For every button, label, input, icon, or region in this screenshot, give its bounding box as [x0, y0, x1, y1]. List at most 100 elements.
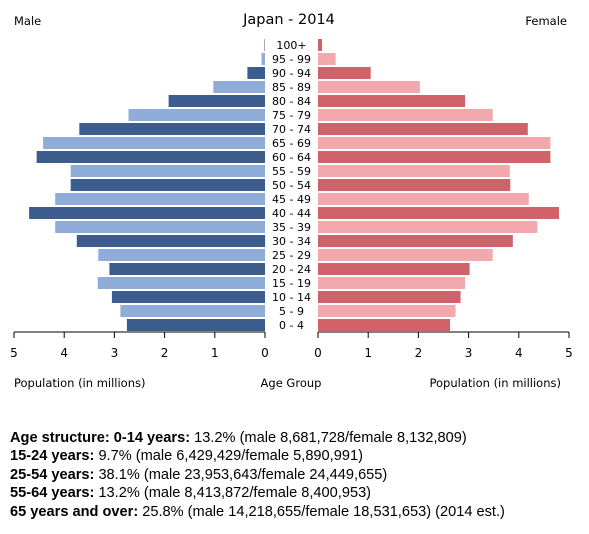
- female-bar: [318, 193, 529, 205]
- female-bar: [318, 235, 513, 247]
- stats-line: 65 years and over: 25.8% (male 14,218,65…: [10, 503, 505, 521]
- male-bar: [126, 319, 266, 331]
- stats-label: 25-54 years:: [10, 466, 95, 483]
- age-group-label: 45 - 49: [272, 193, 311, 206]
- age-group-label: 20 - 24: [272, 263, 311, 276]
- age-group-label: 15 - 19: [272, 277, 311, 290]
- x-tick-label: 3: [111, 346, 119, 360]
- age-group-label: 50 - 54: [272, 179, 311, 192]
- age-group-label: 10 - 14: [272, 291, 311, 304]
- female-bar: [318, 81, 420, 93]
- age-group-label: 0 - 4: [279, 319, 304, 332]
- female-bar: [318, 179, 511, 191]
- stats-value: 25.8% (male 14,218,655/female 18,531,653…: [138, 503, 505, 520]
- x-tick-label: 2: [161, 346, 169, 360]
- male-bar: [111, 291, 266, 303]
- male-bar: [43, 137, 265, 149]
- age-group-label: 75 - 79: [272, 109, 311, 122]
- male-bar: [55, 193, 266, 205]
- x-axis-ticks: 5 4 3 2 1 0 0 1 2 3 4 5: [10, 332, 573, 360]
- x-tick-label: 4: [515, 346, 523, 360]
- stats-value: 13.2% (male 8,681,728/female 8,132,809): [190, 430, 467, 446]
- female-bar: [318, 53, 336, 65]
- x-tick-label: 5: [565, 346, 573, 360]
- male-bars: [29, 39, 266, 331]
- x-tick-label: 0: [261, 346, 269, 360]
- male-side-label: Male: [14, 14, 41, 28]
- age-group-label: 65 - 69: [272, 137, 311, 150]
- stats-line: 55-64 years: 13.2% (male 8,413,872/femal…: [10, 484, 505, 502]
- age-group-label: 60 - 64: [272, 151, 311, 164]
- stats-value: 9.7% (male 6,429,429/female 5,890,991): [94, 448, 363, 465]
- female-x-axis-label: Population (in millions): [430, 376, 562, 390]
- age-group-label: 30 - 34: [272, 235, 311, 248]
- male-bar: [98, 249, 265, 261]
- age-group-label: 100+: [276, 39, 306, 52]
- male-bar: [79, 123, 265, 135]
- age-group-label: 95 - 99: [272, 53, 311, 66]
- female-bar: [318, 263, 470, 275]
- female-bars: [318, 39, 559, 331]
- age-group-label: 80 - 84: [272, 95, 311, 108]
- female-bar: [318, 165, 510, 177]
- stats-label: 55-64 years:: [10, 485, 95, 502]
- female-bar: [318, 207, 559, 219]
- x-tick-label: 4: [60, 346, 68, 360]
- male-bar: [247, 67, 265, 79]
- female-bar: [318, 277, 466, 289]
- x-tick-label: 0: [314, 346, 322, 360]
- age-group-label: 85 - 89: [272, 81, 311, 94]
- age-structure-list: Age structure: 0-14 years: 13.2% (male 8…: [10, 429, 505, 521]
- age-group-label: 90 - 94: [272, 67, 311, 80]
- x-tick-label: 1: [211, 346, 219, 360]
- male-bar: [97, 277, 265, 289]
- female-bar: [318, 249, 493, 261]
- age-group-label: 55 - 59: [272, 165, 311, 178]
- female-bar: [318, 151, 551, 163]
- population-pyramid-chart: Japan - 2014 Male Female 0 - 45 - 910 - …: [10, 12, 573, 390]
- male-bar: [128, 109, 265, 121]
- male-bar: [168, 95, 265, 107]
- stats-label: 15-24 years:: [10, 448, 95, 465]
- chart-title: Japan - 2014: [242, 12, 335, 28]
- female-bar: [318, 319, 450, 331]
- female-bar: [318, 67, 371, 79]
- female-bar: [318, 39, 322, 51]
- male-x-axis-label: Population (in millions): [14, 376, 146, 390]
- age-group-label: 25 - 29: [272, 249, 311, 262]
- female-bar: [318, 137, 551, 149]
- age-group-label: 40 - 44: [272, 207, 311, 220]
- male-bar: [264, 39, 265, 51]
- female-bar: [318, 221, 538, 233]
- male-bar: [70, 165, 265, 177]
- age-group-label: 35 - 39: [272, 221, 311, 234]
- x-tick-label: 3: [465, 346, 473, 360]
- male-bar: [109, 263, 266, 275]
- stats-line: 25-54 years: 38.1% (male 23,953,643/fema…: [10, 466, 505, 484]
- male-bar: [36, 151, 265, 163]
- stats-line: Age structure: 0-14 years: 13.2% (male 8…: [10, 429, 505, 447]
- stats-value: 38.1% (male 23,953,643/female 24,449,655…: [94, 466, 388, 483]
- stats-value: 13.2% (male 8,413,872/female 8,400,953): [94, 485, 372, 502]
- x-tick-label: 1: [364, 346, 372, 360]
- age-group-label: 5 - 9: [279, 305, 304, 318]
- male-bar: [70, 179, 265, 191]
- x-tick-label: 5: [10, 346, 18, 360]
- male-bar: [120, 305, 266, 317]
- male-bar: [261, 53, 265, 65]
- male-bar: [76, 235, 266, 247]
- x-tick-label: 2: [415, 346, 423, 360]
- female-bar: [318, 123, 528, 135]
- female-bar: [318, 95, 466, 107]
- stats-label: Age structure: 0-14 years:: [10, 430, 191, 446]
- female-bar: [318, 291, 461, 303]
- male-bar: [55, 221, 266, 233]
- age-group-axis-label: Age Group: [261, 376, 322, 390]
- male-bar: [29, 207, 265, 219]
- age-group-label: 70 - 74: [272, 123, 311, 136]
- female-side-label: Female: [525, 14, 567, 28]
- stats-label: 65 years and over:: [10, 503, 139, 520]
- stats-line: 15-24 years: 9.7% (male 6,429,429/female…: [10, 447, 505, 465]
- male-bar: [213, 81, 265, 93]
